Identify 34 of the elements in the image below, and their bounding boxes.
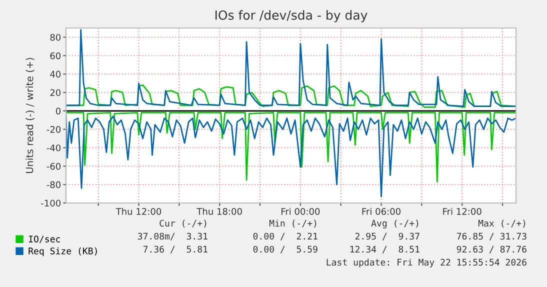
x-tick-label: Fri 12:00 [443, 208, 482, 215]
line-series [66, 114, 516, 198]
x-tick-label: Fri 00:00 [281, 208, 320, 215]
x-tick-label: Fri 06:00 [362, 208, 400, 215]
text: Avg (-/+) [371, 220, 418, 228]
y-tick-label: 40 [50, 70, 61, 78]
y-tick-label: -80 [46, 181, 61, 188]
legend-label: IO/sec [28, 236, 60, 244]
text: 2.95 / 9.37 [355, 232, 420, 240]
text: Min (-/+) [269, 220, 316, 228]
text: 92.63 / 87.76 [456, 246, 526, 254]
y-tick-label: 60 [50, 52, 61, 60]
line-series [66, 112, 516, 183]
x-tick-label: Thu 18:00 [196, 208, 242, 215]
text: Cur (-/+) [160, 220, 206, 228]
y-tick-label: 80 [50, 34, 61, 41]
y-axis-title: Units read (-) / write (+) [26, 58, 34, 174]
text: Last update: Fri May 22 15:55:54 2026 [326, 258, 526, 268]
text: 0.00 / 2.21 [253, 232, 318, 240]
y-tick-label: -40 [46, 144, 61, 152]
text: 0.00 / 5.59 [253, 246, 318, 254]
text: Max (-/+) [478, 220, 526, 228]
text: 7.36 / 5.81 [143, 246, 208, 254]
text: 76.85 / 31.73 [456, 232, 526, 240]
y-tick-label: -100 [41, 200, 61, 207]
x-tick-label: Thu 12:00 [116, 208, 162, 215]
y-tick-label: -20 [46, 126, 61, 133]
text: 37.08m/ 3.31 [138, 232, 208, 240]
y-tick-label: 20 [50, 89, 61, 96]
y-tick-label: 0 [56, 108, 61, 114]
text: 12.34 / 8.51 [350, 246, 420, 254]
y-tick-label: -60 [46, 162, 61, 170]
legend-label: Req Size (KB) [28, 247, 97, 256]
chart-title: IOs for /dev/sda - by day [215, 10, 368, 22]
